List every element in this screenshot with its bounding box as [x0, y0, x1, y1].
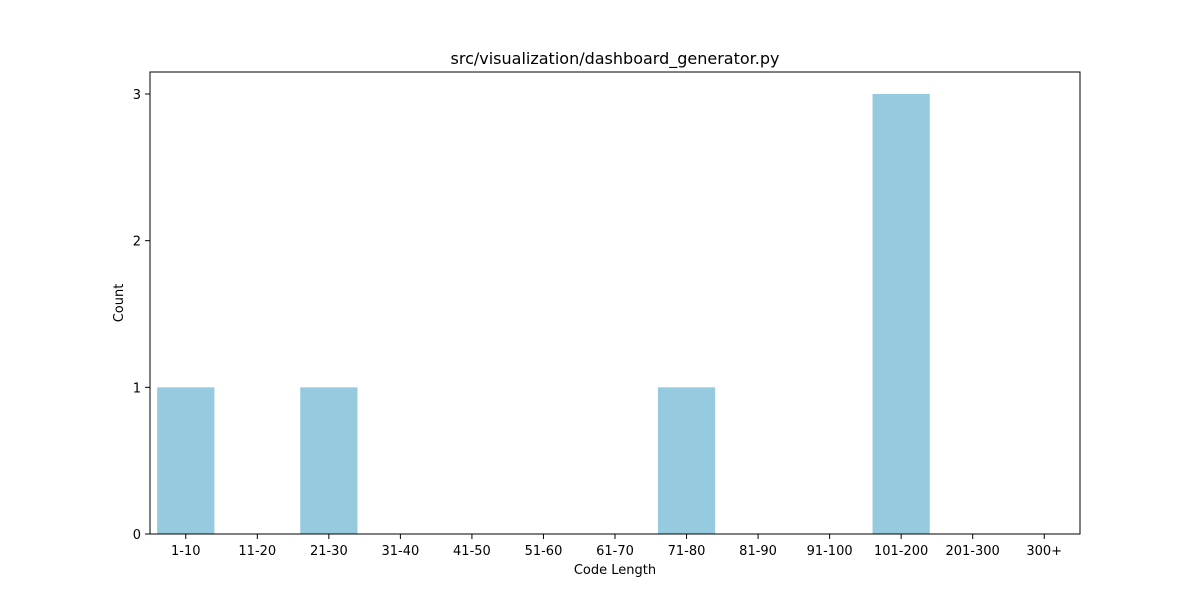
x-tick-label: 41-50 — [453, 544, 491, 559]
chart-title: src/visualization/dashboard_generator.py — [451, 49, 780, 69]
x-tick-label: 51-60 — [525, 544, 563, 559]
x-tick-label: 81-90 — [739, 544, 777, 559]
x-axis-label: Code Length — [574, 563, 656, 578]
x-tick-label: 1-10 — [171, 544, 201, 559]
y-tick-label: 2 — [133, 235, 141, 250]
y-tick-label: 1 — [133, 381, 141, 396]
x-tick-label: 91-100 — [807, 544, 853, 559]
plot-frame — [149, 71, 1081, 535]
bar-101-200 — [872, 94, 930, 534]
x-tick-label: 201-300 — [946, 544, 1000, 559]
bar-71-80 — [657, 387, 716, 534]
x-tick-label: 300+ — [1026, 544, 1062, 559]
x-axis-ticks: 1-10 11-20 21-30 31-40 41-50 51-60 61-70 71-80 8… — [171, 534, 1062, 559]
bar-21-30 — [300, 387, 358, 534]
y-tick-label: 3 — [133, 88, 141, 103]
bars-group — [157, 94, 930, 534]
y-axis-label: Count — [112, 284, 127, 323]
bar-1-10 — [157, 387, 215, 534]
x-tick-label: 21-30 — [310, 544, 348, 559]
x-tick-label: 71-80 — [668, 544, 706, 559]
x-tick-label: 11-20 — [238, 544, 276, 559]
x-tick-label: 61-70 — [596, 544, 634, 559]
y-axis-ticks: 0 1 2 3 — [133, 88, 150, 543]
x-tick-label: 31-40 — [381, 544, 419, 559]
x-tick-label: 101-200 — [874, 544, 928, 559]
y-tick-label: 0 — [133, 528, 141, 543]
